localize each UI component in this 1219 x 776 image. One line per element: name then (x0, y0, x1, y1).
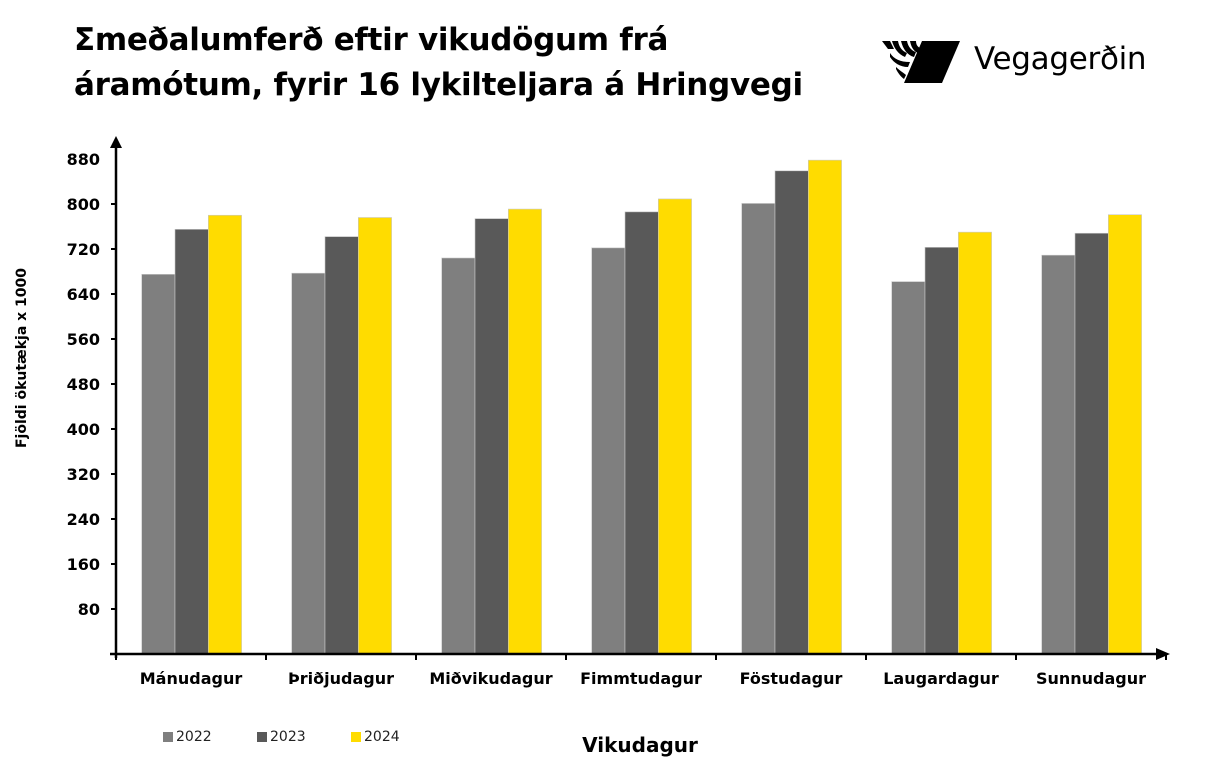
bar-2024 (357, 217, 392, 655)
chart-title-line-2: áramótum, fyrir 16 lykilteljara á Hringv… (74, 67, 803, 103)
bar-group (141, 214, 242, 655)
x-axis-arrow-icon (1156, 648, 1170, 660)
y-tick-label: 160 (67, 555, 100, 574)
legend: 2022 2023 2024 (163, 729, 445, 745)
bar-group (1041, 214, 1142, 655)
bar-2022 (291, 272, 326, 655)
bar-group (591, 198, 692, 655)
bar-group (291, 217, 392, 655)
bar-2023 (1074, 232, 1109, 655)
chart-title: Σmeðalumferð eftir vikudögum frá áramótu… (74, 18, 854, 108)
legend-label-2022: 2022 (176, 729, 212, 745)
x-tick-label: Föstudagur (740, 669, 843, 688)
y-tick-label: 880 (67, 150, 100, 169)
y-tick-label: 560 (67, 330, 100, 349)
y-tick-label: 80 (78, 600, 100, 619)
legend-item-2023: 2023 (257, 729, 351, 745)
axes-group: Mánudagur Þriðjudagur Miðvikudagur Fimmtuda… (67, 136, 1170, 688)
bar-2024 (807, 159, 842, 655)
bar-2023 (324, 236, 359, 655)
bar-2023 (624, 211, 659, 655)
bar-2023 (774, 170, 809, 655)
legend-label-2024: 2024 (364, 729, 400, 745)
bar-2024 (657, 198, 692, 655)
x-tick-label: Þriðjudagur (288, 669, 394, 688)
legend-swatch-2022 (163, 732, 173, 742)
legend-swatch-2024 (351, 732, 361, 742)
x-tick-label: Laugardagur (883, 669, 999, 688)
bar-2023 (474, 218, 509, 655)
y-tick-label: 240 (67, 510, 100, 529)
x-tick-label: Sunnudagur (1036, 669, 1146, 688)
bar-group (741, 159, 842, 655)
bar-2023 (174, 229, 209, 655)
bar-2022 (141, 274, 176, 655)
bar-group (441, 208, 542, 655)
chart-title-line-1: Σmeðalumferð eftir vikudögum frá (74, 22, 669, 58)
y-tick-label: 320 (67, 465, 100, 484)
bar-2024 (957, 231, 992, 655)
y-tick-label: 800 (67, 195, 100, 214)
y-tick-label: 400 (67, 420, 100, 439)
x-tick-label: Fimmtudagur (580, 669, 702, 688)
x-tick-label: Mánudagur (140, 669, 243, 688)
legend-item-2022: 2022 (163, 729, 257, 745)
bar-2022 (1041, 254, 1076, 655)
bar-2024 (208, 214, 242, 655)
y-axis-label: Fjöldi ökutækja x 1000 (14, 267, 30, 449)
bar-2022 (741, 203, 776, 655)
y-tick-label: 720 (67, 240, 100, 259)
y-tick-label: 480 (67, 375, 100, 394)
bar-2023 (924, 247, 959, 655)
x-axis-label: Vikudagur (582, 733, 698, 757)
vegagerdin-logo-icon (882, 41, 960, 83)
bar-2022 (891, 281, 926, 655)
legend-swatch-2023 (257, 732, 267, 742)
legend-item-2024: 2024 (351, 729, 445, 745)
bar-2022 (441, 257, 476, 655)
x-tick-label: Miðvikudagur (429, 669, 552, 688)
legend-label-2023: 2023 (270, 729, 306, 745)
bars-group (141, 159, 1142, 655)
bar-2024 (1108, 214, 1142, 655)
y-tick-label: 640 (67, 285, 100, 304)
bar-2022 (591, 247, 626, 655)
brand-name: Vegagerðin (974, 41, 1147, 77)
y-axis-arrow-icon (110, 136, 122, 148)
bar-2024 (507, 208, 542, 655)
bar-group (891, 231, 992, 655)
brand-logo: Vegagerðin (880, 34, 1147, 84)
